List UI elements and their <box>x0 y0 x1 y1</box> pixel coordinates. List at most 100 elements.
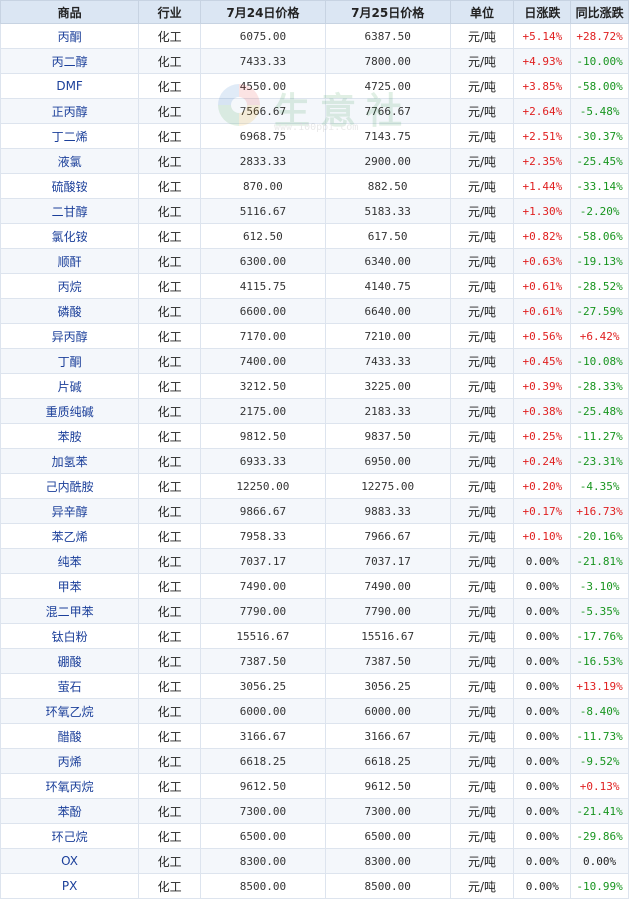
daily-change-cell: +0.56% <box>513 323 572 349</box>
industry-cell: 化工 <box>138 273 202 299</box>
unit-cell: 元/吨 <box>449 373 515 399</box>
yoy-change-cell: -16.53% <box>570 648 629 674</box>
product-name[interactable]: 苯胺 <box>0 423 140 449</box>
industry-cell: 化工 <box>138 598 202 624</box>
price-jul25-cell: 9612.50 <box>324 773 451 799</box>
product-name[interactable]: 二甘醇 <box>0 198 140 224</box>
unit-cell: 元/吨 <box>449 48 515 74</box>
product-name[interactable]: 钛白粉 <box>0 623 140 649</box>
table-header: 商品 行业 7月24日价格 7月25日价格 单位 日涨跌 同比涨跌 <box>0 0 629 24</box>
product-name[interactable]: 苯乙烯 <box>0 523 140 549</box>
product-name[interactable]: 环己烷 <box>0 823 140 849</box>
price-jul25-cell: 7037.17 <box>324 548 451 574</box>
daily-change-cell: +0.17% <box>513 498 572 524</box>
product-name[interactable]: 环氧乙烷 <box>0 698 140 724</box>
product-name[interactable]: 磷酸 <box>0 298 140 324</box>
unit-cell: 元/吨 <box>449 823 515 849</box>
product-name[interactable]: PX <box>0 873 140 899</box>
table-row: 萤石 化工 3056.25 3056.25 元/吨 0.00% +13.19% <box>0 673 629 699</box>
product-name[interactable]: 丙酮 <box>0 23 140 49</box>
table-row: 正丙醇 化工 7566.67 7766.67 元/吨 +2.64% -5.48% <box>0 98 629 124</box>
unit-cell: 元/吨 <box>449 298 515 324</box>
product-name[interactable]: 液氯 <box>0 148 140 174</box>
product-name[interactable]: 硫酸铵 <box>0 173 140 199</box>
col-header-price-jul25[interactable]: 7月25日价格 <box>324 0 451 24</box>
product-name[interactable]: 异丙醇 <box>0 323 140 349</box>
unit-cell: 元/吨 <box>449 448 515 474</box>
product-name[interactable]: DMF <box>0 73 140 99</box>
industry-cell: 化工 <box>138 823 202 849</box>
yoy-change-cell: -58.00% <box>570 73 629 99</box>
daily-change-cell: +4.93% <box>513 48 572 74</box>
price-jul24-cell: 2833.33 <box>200 148 326 174</box>
product-name[interactable]: OX <box>0 848 140 874</box>
col-header-product[interactable]: 商品 <box>0 0 140 24</box>
table-row: PX 化工 8500.00 8500.00 元/吨 0.00% -10.99% <box>0 873 629 899</box>
col-header-industry[interactable]: 行业 <box>138 0 202 24</box>
product-name[interactable]: 异辛醇 <box>0 498 140 524</box>
industry-cell: 化工 <box>138 173 202 199</box>
unit-cell: 元/吨 <box>449 773 515 799</box>
product-name[interactable]: 萤石 <box>0 673 140 699</box>
price-jul25-cell: 9837.50 <box>324 423 451 449</box>
yoy-change-cell: -21.41% <box>570 798 629 824</box>
price-jul24-cell: 8500.00 <box>200 873 326 899</box>
product-name[interactable]: 重质纯碱 <box>0 398 140 424</box>
daily-change-cell: 0.00% <box>513 698 572 724</box>
price-jul25-cell: 2900.00 <box>324 148 451 174</box>
product-name[interactable]: 甲苯 <box>0 573 140 599</box>
unit-cell: 元/吨 <box>449 173 515 199</box>
daily-change-cell: +0.20% <box>513 473 572 499</box>
price-jul25-cell: 4140.75 <box>324 273 451 299</box>
product-name[interactable]: 混二甲苯 <box>0 598 140 624</box>
product-name[interactable]: 丙烯 <box>0 748 140 774</box>
price-jul24-cell: 9812.50 <box>200 423 326 449</box>
unit-cell: 元/吨 <box>449 248 515 274</box>
yoy-change-cell: -11.27% <box>570 423 629 449</box>
price-jul25-cell: 6340.00 <box>324 248 451 274</box>
price-jul24-cell: 6300.00 <box>200 248 326 274</box>
product-name[interactable]: 氯化铵 <box>0 223 140 249</box>
product-name[interactable]: 加氢苯 <box>0 448 140 474</box>
yoy-change-cell: -20.16% <box>570 523 629 549</box>
price-jul25-cell: 7143.75 <box>324 123 451 149</box>
product-name[interactable]: 丁二烯 <box>0 123 140 149</box>
product-name[interactable]: 硼酸 <box>0 648 140 674</box>
product-name[interactable]: 苯酚 <box>0 798 140 824</box>
col-header-price-jul24[interactable]: 7月24日价格 <box>200 0 326 24</box>
yoy-change-cell: -3.10% <box>570 573 629 599</box>
unit-cell: 元/吨 <box>449 323 515 349</box>
col-header-daily-change[interactable]: 日涨跌 <box>513 0 572 24</box>
industry-cell: 化工 <box>138 123 202 149</box>
yoy-change-cell: -5.48% <box>570 98 629 124</box>
product-name[interactable]: 丁酮 <box>0 348 140 374</box>
industry-cell: 化工 <box>138 673 202 699</box>
yoy-change-cell: -23.31% <box>570 448 629 474</box>
col-header-yoy-change[interactable]: 同比涨跌 <box>570 0 629 24</box>
price-jul25-cell: 7790.00 <box>324 598 451 624</box>
product-name[interactable]: 正丙醇 <box>0 98 140 124</box>
product-name[interactable]: 丙烷 <box>0 273 140 299</box>
price-jul25-cell: 7766.67 <box>324 98 451 124</box>
daily-change-cell: 0.00% <box>513 673 572 699</box>
product-name[interactable]: 纯苯 <box>0 548 140 574</box>
table-row: OX 化工 8300.00 8300.00 元/吨 0.00% 0.00% <box>0 848 629 874</box>
price-jul25-cell: 6640.00 <box>324 298 451 324</box>
col-header-unit[interactable]: 单位 <box>449 0 515 24</box>
daily-change-cell: 0.00% <box>513 848 572 874</box>
product-name[interactable]: 环氧丙烷 <box>0 773 140 799</box>
industry-cell: 化工 <box>138 73 202 99</box>
industry-cell: 化工 <box>138 723 202 749</box>
product-name[interactable]: 醋酸 <box>0 723 140 749</box>
daily-change-cell: 0.00% <box>513 873 572 899</box>
table-row: 重质纯碱 化工 2175.00 2183.33 元/吨 +0.38% -25.48% <box>0 398 629 424</box>
product-name[interactable]: 丙二醇 <box>0 48 140 74</box>
yoy-change-cell: -29.86% <box>570 823 629 849</box>
yoy-change-cell: -8.40% <box>570 698 629 724</box>
price-jul25-cell: 7490.00 <box>324 573 451 599</box>
product-name[interactable]: 顺酐 <box>0 248 140 274</box>
product-name[interactable]: 己内酰胺 <box>0 473 140 499</box>
yoy-change-cell: -28.33% <box>570 373 629 399</box>
product-name[interactable]: 片碱 <box>0 373 140 399</box>
industry-cell: 化工 <box>138 423 202 449</box>
